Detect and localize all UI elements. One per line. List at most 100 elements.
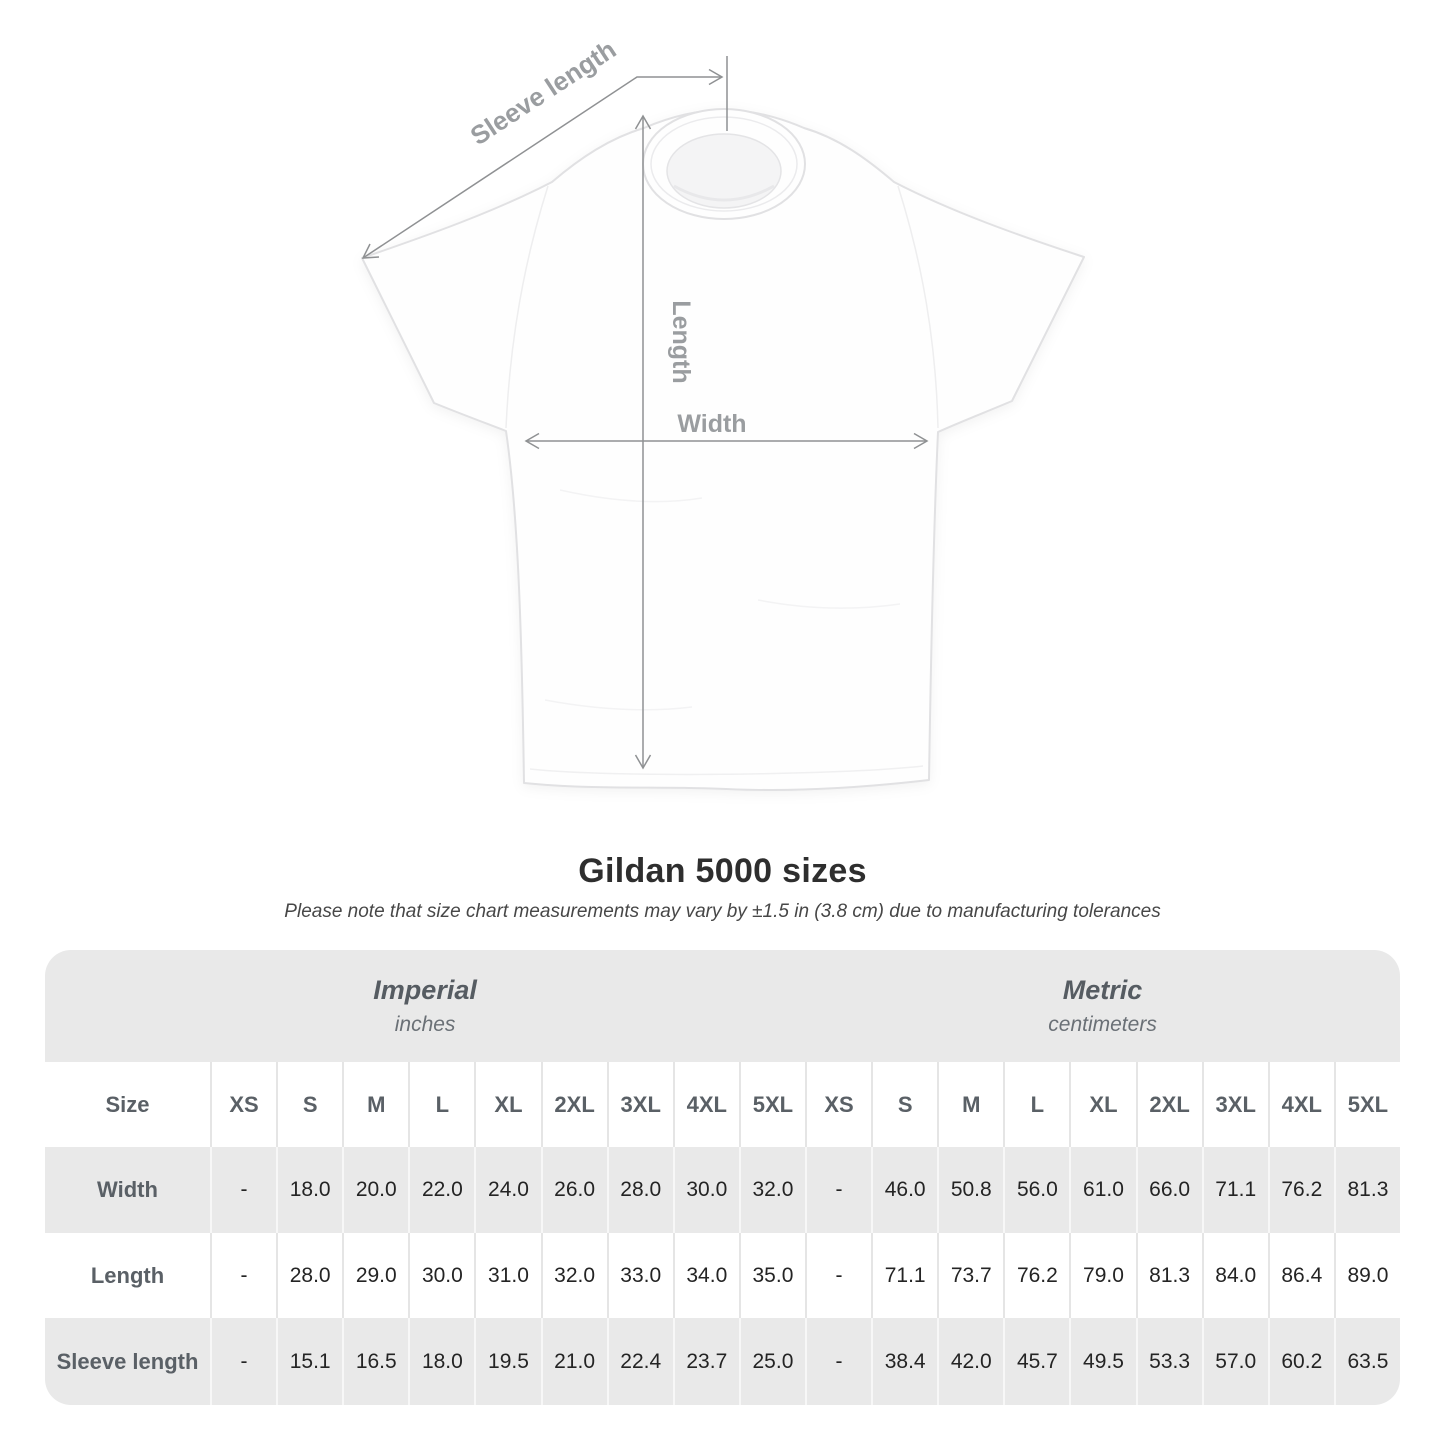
size-header-cell: XL	[1069, 1062, 1136, 1147]
value-cell: 24.0	[474, 1147, 541, 1233]
collar-neck-hole	[666, 133, 782, 209]
tshirt-diagram: Sleeve length Length Width	[361, 34, 1085, 791]
value-cell: 53.3	[1135, 1318, 1202, 1405]
value-cell: 66.0	[1135, 1147, 1202, 1233]
value-cell: 35.0	[738, 1233, 805, 1318]
size-header-cell: 4XL	[1267, 1062, 1334, 1147]
value-cell: 61.0	[1069, 1147, 1136, 1233]
imperial-label: Imperial	[373, 975, 477, 1005]
right-sleeve-seam	[897, 185, 939, 429]
left-sleeve-seam	[505, 185, 549, 429]
value-cell: -	[805, 1318, 872, 1405]
value-cell: 20.0	[342, 1147, 409, 1233]
metric-sublabel: centimeters	[1048, 1013, 1157, 1036]
value-cell: 22.4	[606, 1318, 673, 1405]
size-table-grid: Size XS S M L XL 2XL 3XL 4XL 5XL XS S M L XL 2XL 3XL 4XL 5…	[45, 1062, 1400, 1405]
value-cell: 56.0	[1003, 1147, 1070, 1233]
value-cell: 29.0	[342, 1233, 409, 1318]
width-label: Width	[677, 410, 746, 438]
size-header-cell: L	[1003, 1062, 1070, 1147]
page-title: Gildan 5000 sizes	[578, 852, 867, 890]
hem-stitch	[529, 765, 924, 776]
value-cell: 45.7	[1003, 1318, 1070, 1405]
value-cell: -	[805, 1233, 872, 1318]
value-cell: 81.3	[1333, 1147, 1400, 1233]
value-cell: 21.0	[540, 1318, 607, 1405]
value-cell: 71.1	[1201, 1147, 1268, 1233]
metric-unit-group: Metric centimeters	[805, 950, 1400, 1062]
size-header-cell: XS	[805, 1062, 872, 1147]
value-cell: 28.0	[276, 1233, 343, 1318]
value-cell: 22.0	[408, 1147, 475, 1233]
value-cell: 57.0	[1201, 1318, 1268, 1405]
tshirt-body-shape	[361, 109, 1085, 791]
value-cell: 28.0	[606, 1147, 673, 1233]
value-cell: -	[210, 1318, 277, 1405]
size-header-cell: S	[276, 1062, 343, 1147]
imperial-unit-group: Imperial inches	[45, 950, 805, 1062]
value-cell: 19.5	[474, 1318, 541, 1405]
row-label: Sleeve length	[45, 1318, 210, 1405]
imperial-sublabel: inches	[394, 1013, 456, 1036]
value-cell: 25.0	[738, 1318, 805, 1405]
value-cell: 63.5	[1333, 1318, 1400, 1405]
value-cell: 16.5	[342, 1318, 409, 1405]
size-table: Imperial inches Metric centimeters Size X…	[45, 950, 1400, 1405]
value-cell: 81.3	[1135, 1233, 1202, 1318]
size-header-cell: 3XL	[606, 1062, 673, 1147]
value-cell: 84.0	[1201, 1233, 1268, 1318]
size-header-cell: XS	[210, 1062, 277, 1147]
length-label: Length	[667, 300, 695, 383]
value-cell: -	[210, 1233, 277, 1318]
size-column-header: Size	[45, 1062, 210, 1147]
size-header-cell: M	[342, 1062, 409, 1147]
value-cell: 26.0	[540, 1147, 607, 1233]
value-cell: 79.0	[1069, 1233, 1136, 1318]
metric-label: Metric	[1062, 975, 1143, 1005]
size-header-cell: XL	[474, 1062, 541, 1147]
sleeve-length-arrow	[361, 56, 728, 259]
value-cell: 30.0	[408, 1233, 475, 1318]
value-cell: 76.2	[1003, 1233, 1070, 1318]
value-cell: 32.0	[738, 1147, 805, 1233]
size-header-cell: L	[408, 1062, 475, 1147]
wrinkle	[757, 599, 901, 609]
size-header-cell: 4XL	[672, 1062, 739, 1147]
row-label: Width	[45, 1147, 210, 1233]
value-cell: 34.0	[672, 1233, 739, 1318]
size-header-cell: 2XL	[540, 1062, 607, 1147]
tshirt-illustration	[361, 108, 1085, 791]
value-cell: 18.0	[408, 1318, 475, 1405]
size-header-cell: 2XL	[1135, 1062, 1202, 1147]
wrinkle	[544, 699, 693, 711]
value-cell: -	[805, 1147, 872, 1233]
value-cell: 89.0	[1333, 1233, 1400, 1318]
value-cell: 49.5	[1069, 1318, 1136, 1405]
size-header-cell: M	[937, 1062, 1004, 1147]
value-cell: 50.8	[937, 1147, 1004, 1233]
sleeve-length-label: Sleeve length	[465, 34, 622, 151]
collar-inner-shadow	[673, 184, 775, 202]
value-cell: 23.7	[672, 1318, 739, 1405]
value-cell: -	[210, 1147, 277, 1233]
value-cell: 31.0	[474, 1233, 541, 1318]
value-cell: 42.0	[937, 1318, 1004, 1405]
tolerance-note: Please note that size chart measurements…	[284, 901, 1161, 922]
length-arrow	[634, 114, 652, 770]
value-cell: 18.0	[276, 1147, 343, 1233]
value-cell: 30.0	[672, 1147, 739, 1233]
size-header-cell: 5XL	[738, 1062, 805, 1147]
value-cell: 46.0	[871, 1147, 938, 1233]
size-header-cell: 3XL	[1201, 1062, 1268, 1147]
value-cell: 86.4	[1267, 1233, 1334, 1318]
value-cell: 15.1	[276, 1318, 343, 1405]
value-cell: 33.0	[606, 1233, 673, 1318]
wrinkle	[559, 489, 703, 503]
value-cell: 60.2	[1267, 1318, 1334, 1405]
size-header-cell: S	[871, 1062, 938, 1147]
value-cell: 76.2	[1267, 1147, 1334, 1233]
value-cell: 38.4	[871, 1318, 938, 1405]
size-header-cell: 5XL	[1333, 1062, 1400, 1147]
value-cell: 71.1	[871, 1233, 938, 1318]
